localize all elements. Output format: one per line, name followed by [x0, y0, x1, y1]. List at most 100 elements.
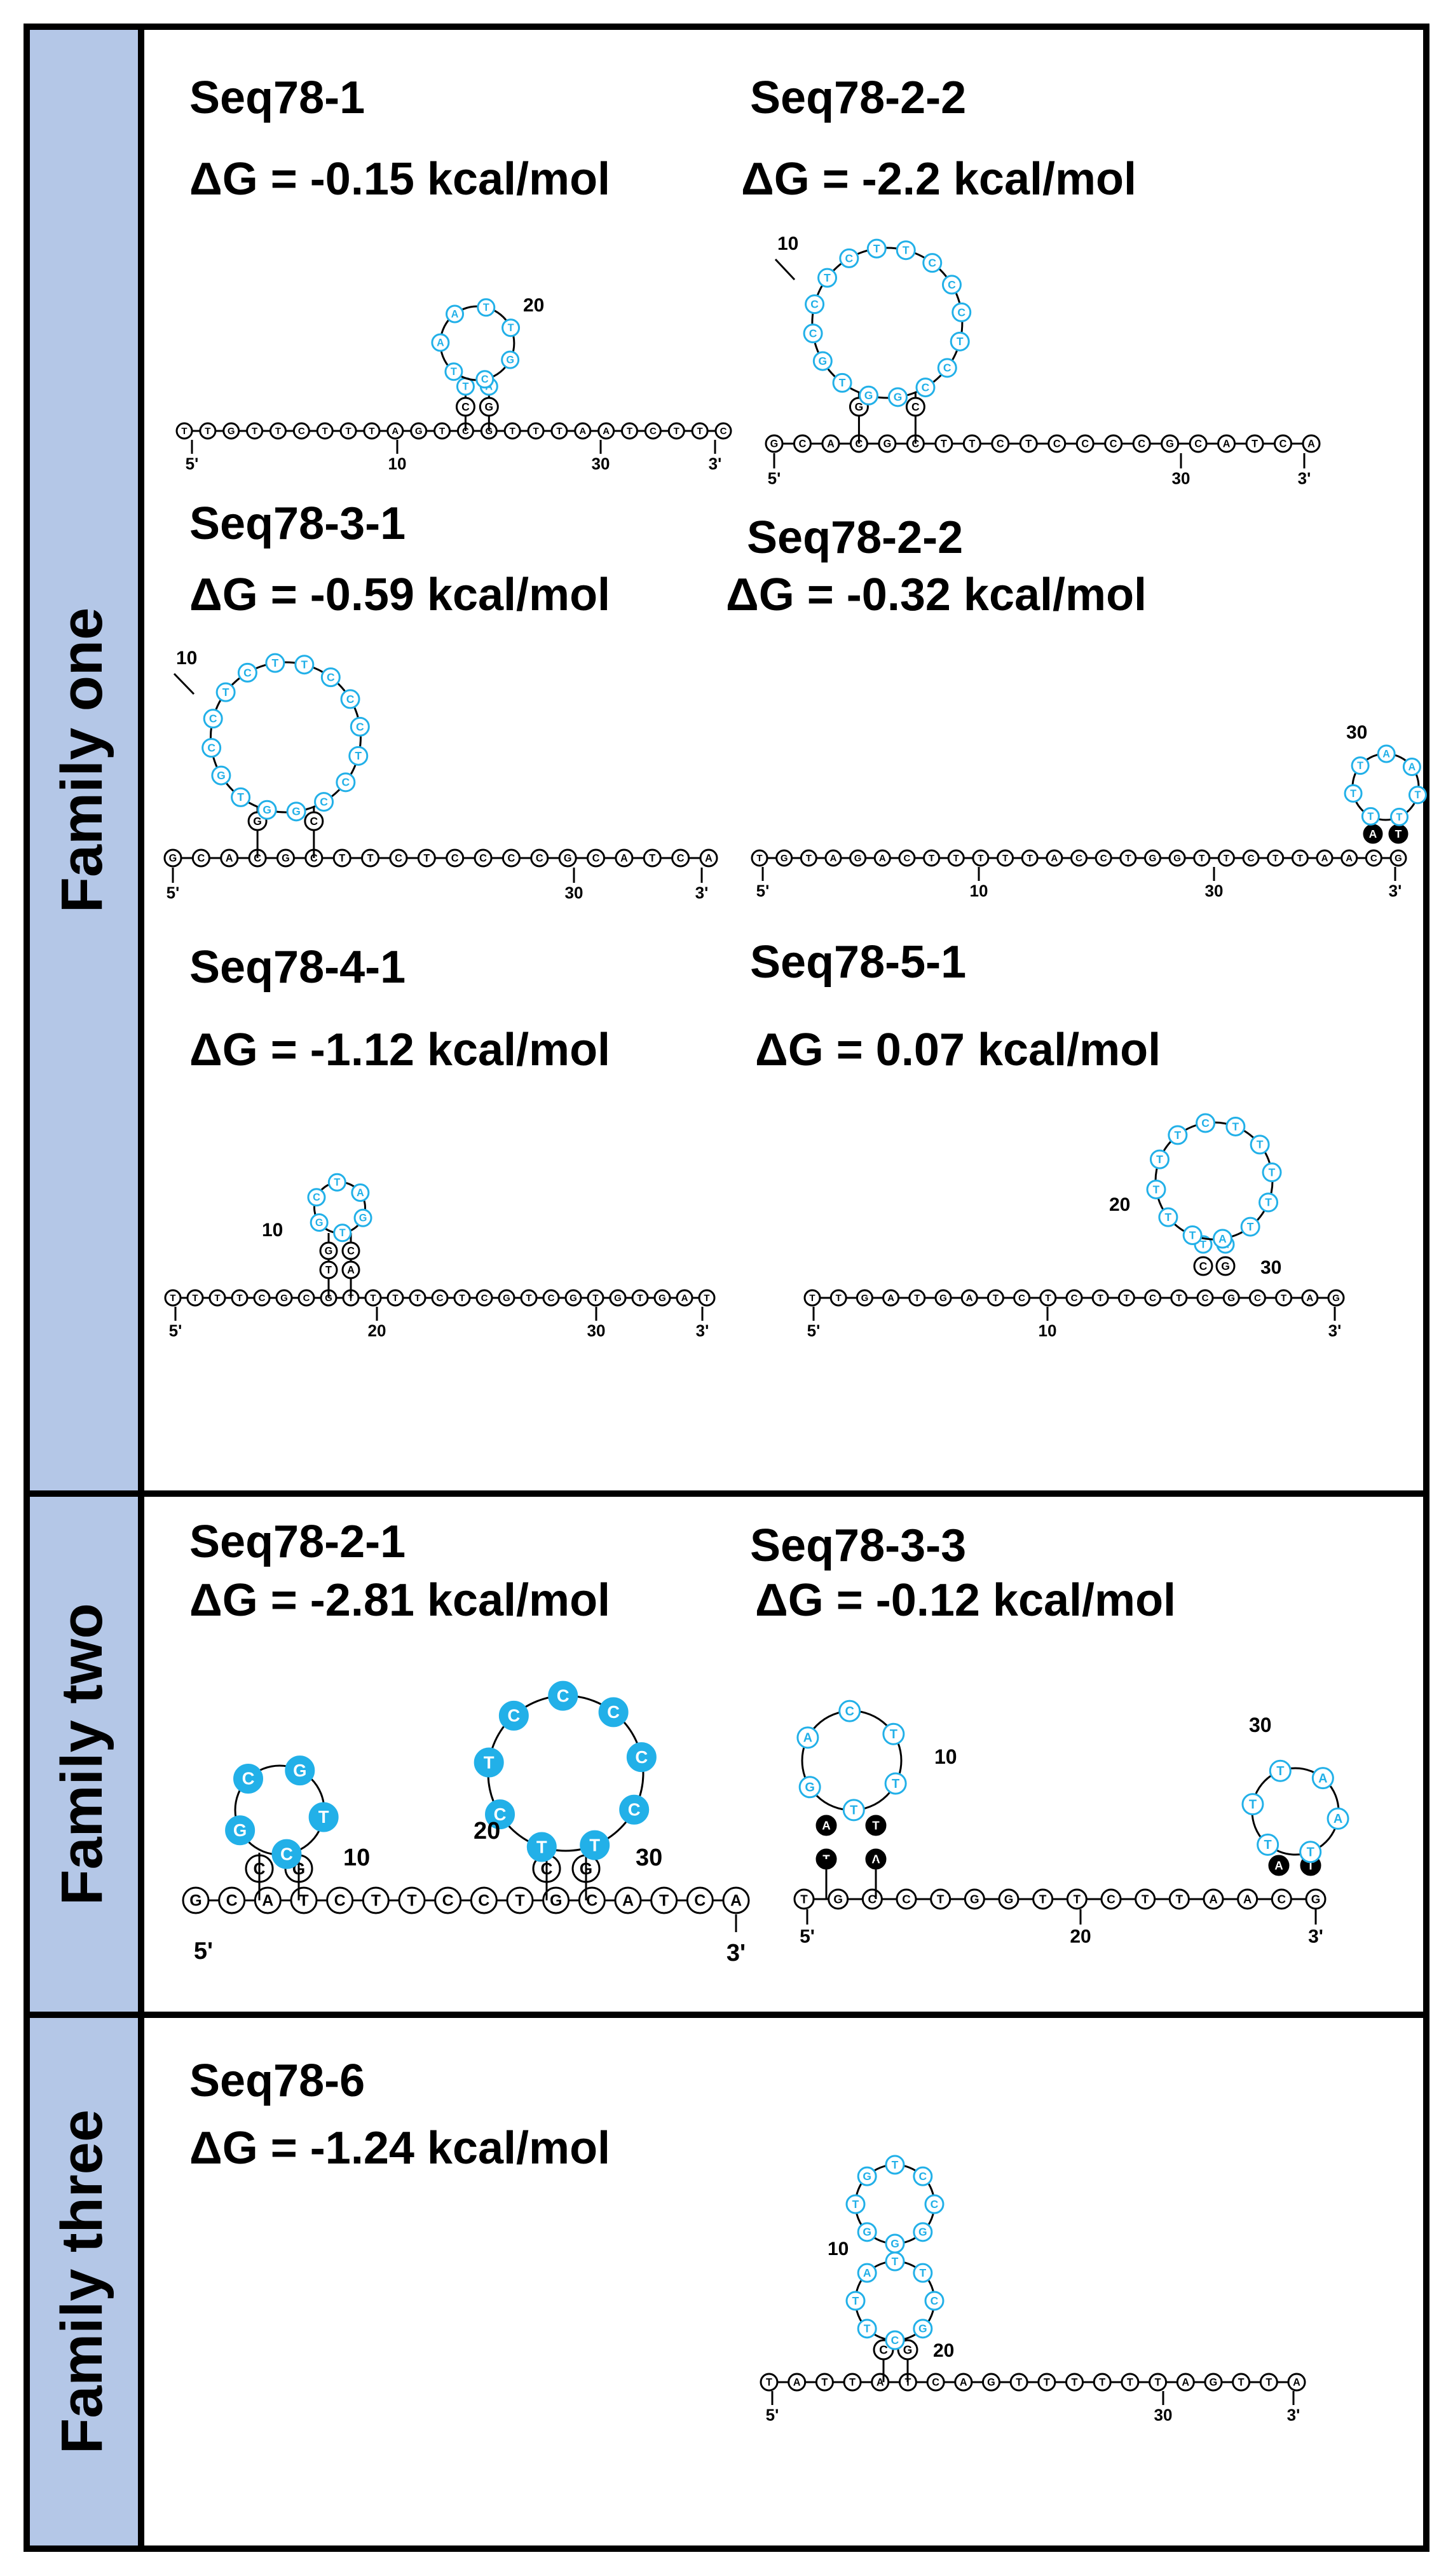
- seq78-5-1-base-10: T: [1039, 1289, 1057, 1307]
- svg-text:G: G: [1149, 853, 1157, 864]
- svg-text:T: T: [322, 426, 328, 437]
- svg-text:T: T: [914, 1293, 920, 1304]
- seq78-2-2b-base-17: G: [1143, 849, 1161, 867]
- svg-text:C: C: [997, 438, 1004, 449]
- svg-text:G: G: [1173, 853, 1181, 864]
- seq78-3-3-tick-20: 20: [1070, 1926, 1091, 1947]
- svg-text:T: T: [1189, 1229, 1196, 1241]
- seq78-2-1-loop-1: G: [225, 1815, 256, 1846]
- seq78-2-1b-loop-6: C: [598, 1697, 629, 1728]
- svg-text:A: A: [793, 2376, 801, 2388]
- seq78-6-lower-loop-2: T: [845, 2291, 866, 2311]
- seq78-6-base-14: T: [1121, 2373, 1140, 2392]
- seq78-2-1-title: Seq78-2-1: [189, 1516, 406, 1567]
- svg-text:G: G: [861, 1293, 869, 1304]
- seq78-2-1-base-3: A: [254, 1886, 282, 1914]
- seq78-2-2b-base-8: T: [923, 849, 941, 867]
- svg-text:G: G: [819, 355, 828, 367]
- svg-text:T: T: [704, 1293, 709, 1304]
- svg-text:T: T: [953, 853, 959, 864]
- seq78-6-base-12: T: [1065, 2373, 1084, 2392]
- seq78-3-3-tick-3prime: 3': [1308, 1926, 1323, 1947]
- seq78-2-2-base-19: C: [1274, 434, 1293, 453]
- seq78-4-1-base-25: T: [698, 1289, 716, 1307]
- seq78-4-1-base-17: T: [520, 1289, 538, 1307]
- svg-text:G: G: [614, 1293, 622, 1304]
- seq78-5-1-base-17: G: [1222, 1289, 1240, 1307]
- svg-text:C: C: [1081, 438, 1089, 449]
- svg-text:C: C: [931, 2198, 939, 2211]
- seq78-1-base-9: T: [363, 422, 381, 440]
- seq78-2-2-stem-2: C: [905, 397, 925, 417]
- seq78-1-base-15: T: [503, 422, 521, 440]
- svg-text:A: A: [960, 2376, 967, 2388]
- svg-text:C: C: [310, 815, 318, 828]
- seq78-6-base-5: A: [871, 2373, 890, 2392]
- seq78-2-2b-base-6: A: [873, 849, 891, 867]
- svg-text:C: C: [1075, 853, 1082, 864]
- seq78-2-1-base-10: T: [506, 1886, 534, 1914]
- seq78-6-lower-loop-6: C: [924, 2291, 945, 2311]
- seq78-2-2-loop-10: C: [922, 253, 943, 273]
- seq78-5-1-loop-4: T: [1149, 1149, 1170, 1169]
- seq78-4-1-base-23: G: [653, 1289, 671, 1307]
- seq78-3-3-base-4: C: [896, 1888, 917, 1910]
- seq78-2-2-loop-4: C: [803, 324, 823, 344]
- svg-text:T: T: [1176, 1293, 1182, 1304]
- svg-text:T: T: [1414, 789, 1421, 801]
- svg-text:T: T: [852, 2198, 859, 2211]
- seq78-3-3-loop-6: T: [842, 1799, 865, 1822]
- seq78-1-loop-1: T: [444, 362, 463, 381]
- svg-text:C: C: [243, 666, 252, 679]
- svg-text:T: T: [822, 1852, 830, 1865]
- svg-text:G: G: [894, 391, 903, 404]
- svg-text:A: A: [357, 1187, 364, 1199]
- svg-text:C: C: [911, 438, 919, 449]
- seq78-2-2b-number-30: 30: [1346, 722, 1367, 743]
- svg-text:C: C: [507, 1706, 520, 1726]
- seq78-2-1-base-9: C: [470, 1886, 498, 1914]
- seq78-2-2-tick-5prime: 5': [768, 469, 781, 488]
- seq78-2-2b-loop-4: A: [1377, 744, 1396, 763]
- svg-text:T: T: [1395, 828, 1402, 840]
- svg-text:G: G: [1004, 1892, 1014, 1905]
- seq78-6-lower-loop-4: T: [885, 2251, 905, 2272]
- seq78-4-1-base-1: T: [164, 1289, 182, 1307]
- svg-text:T: T: [1396, 812, 1403, 823]
- svg-text:T: T: [627, 426, 632, 437]
- seq78-6-upper-loop-1: G: [857, 2222, 877, 2242]
- seq78-6-upper-loop-8: G: [885, 2233, 905, 2254]
- svg-text:A: A: [1293, 2376, 1300, 2388]
- seq78-2-2b-base-22: T: [1267, 849, 1285, 867]
- seq78-2-2b-tick-10: 10: [970, 882, 988, 901]
- svg-text:T: T: [821, 2376, 828, 2388]
- seq78-3-1-number-10: 10: [176, 648, 197, 669]
- svg-text:T: T: [969, 438, 975, 449]
- svg-text:T: T: [1200, 1239, 1206, 1250]
- seq78-5-1-stem-1: C: [1193, 1256, 1213, 1276]
- svg-text:A: A: [1334, 1812, 1342, 1826]
- seq78-2-2b-base-27: G: [1389, 849, 1407, 867]
- seq78-3-1-base-9: C: [389, 848, 408, 868]
- seq78-2-2-title: Seq78-2-2: [750, 72, 966, 123]
- family-one-label: Family one: [50, 608, 114, 913]
- svg-text:C: C: [919, 2170, 927, 2183]
- seq78-3-1-title: Seq78-3-1: [189, 498, 406, 549]
- seq78-1-tick-30: 30: [592, 454, 610, 474]
- svg-text:C: C: [1149, 1293, 1156, 1304]
- svg-text:T: T: [1074, 1892, 1081, 1905]
- seq78-3-1-base-11: C: [446, 848, 465, 868]
- seq78-2-2-loop-13: T: [950, 331, 970, 351]
- seq78-3-1-loop-4: C: [201, 738, 222, 758]
- svg-text:T: T: [806, 853, 812, 864]
- svg-text:C: C: [650, 426, 657, 437]
- figure-borders: [24, 24, 1429, 2552]
- svg-text:T: T: [1098, 1293, 1103, 1304]
- seq78-4-1-base-12: T: [409, 1289, 426, 1307]
- seq78-3-3-base-1: T: [793, 1888, 815, 1910]
- svg-text:A: A: [622, 1891, 634, 1909]
- seq78-2-2b-base-25: A: [1340, 849, 1358, 867]
- svg-text:G: G: [918, 2226, 927, 2239]
- seq78-5-1-stem-2: G: [1215, 1256, 1236, 1276]
